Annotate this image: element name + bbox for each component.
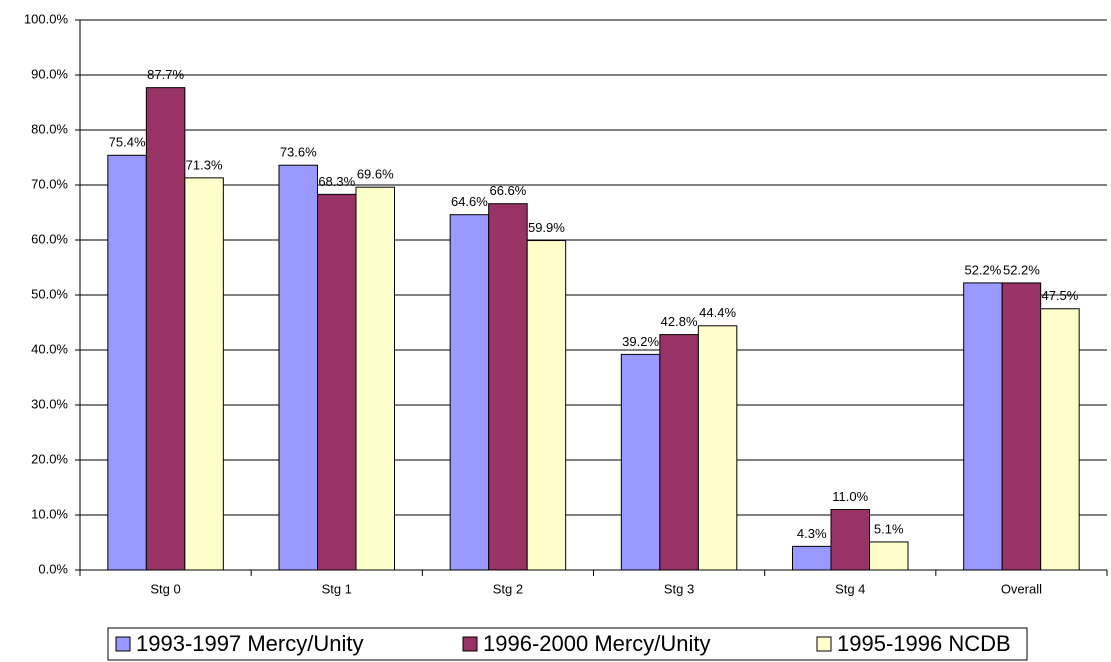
bar (869, 541, 909, 571)
bar (830, 509, 870, 571)
y-tick-label: 100.0% (24, 11, 69, 26)
x-tick-label: Overall (1001, 581, 1042, 596)
bar (355, 186, 395, 571)
bar (449, 214, 490, 571)
y-tick-label: 60.0% (31, 231, 68, 246)
value-label: 71.3% (186, 157, 223, 172)
value-label: 42.8% (661, 314, 698, 329)
value-label: 5.1% (874, 521, 904, 536)
bar (1001, 282, 1042, 571)
value-label: 68.3% (318, 174, 355, 189)
y-tick-label: 70.0% (31, 176, 68, 191)
value-label: 44.4% (699, 305, 736, 320)
value-label: 4.3% (797, 526, 827, 541)
x-tick-label: Stg 3 (664, 581, 694, 596)
value-label: 87.7% (147, 67, 184, 82)
x-tick-label: Stg 1 (322, 581, 352, 596)
bar (526, 240, 567, 571)
legend-label: 1996-2000 Mercy/Unity (483, 631, 710, 656)
bar (278, 164, 318, 571)
value-label: 73.6% (280, 145, 317, 160)
legend-box (107, 627, 1028, 661)
value-label: 64.6% (451, 194, 488, 209)
legend-swatch (816, 636, 832, 652)
y-tick-label: 0.0% (38, 561, 68, 576)
value-label: 52.2% (1003, 262, 1040, 277)
value-label: 75.4% (109, 135, 146, 150)
bar (963, 282, 1003, 571)
bar (184, 177, 224, 571)
value-label: 59.9% (528, 220, 565, 235)
bar (659, 334, 699, 571)
legend-swatch (115, 636, 131, 652)
legend-swatch (462, 636, 478, 652)
y-tick-label: 10.0% (31, 506, 68, 521)
bar (145, 87, 186, 571)
value-label: 11.0% (832, 489, 868, 504)
bar (107, 154, 147, 571)
y-tick-label: 90.0% (31, 66, 68, 81)
legend-label: 1993-1997 Mercy/Unity (136, 631, 363, 656)
bar (697, 325, 738, 571)
value-label: 47.5% (1041, 288, 1078, 303)
legend-label: 1995-1996 NCDB (837, 631, 1011, 656)
y-tick-label: 40.0% (31, 341, 68, 356)
y-tick-label: 80.0% (31, 121, 68, 136)
bar (792, 545, 832, 571)
bar (317, 193, 357, 571)
y-tick-label: 20.0% (31, 451, 68, 466)
value-label: 66.6% (489, 183, 526, 198)
bar (620, 353, 661, 571)
value-label: 52.2% (964, 262, 1001, 277)
bar (488, 203, 528, 571)
x-tick-label: Stg 2 (493, 581, 523, 596)
y-tick-label: 50.0% (31, 286, 68, 301)
value-label: 39.2% (622, 334, 659, 349)
x-tick-label: Stg 4 (835, 581, 865, 596)
value-label: 69.6% (357, 167, 394, 182)
bar (1040, 308, 1080, 571)
y-tick-label: 30.0% (31, 396, 68, 411)
x-tick-label: Stg 0 (150, 581, 180, 596)
